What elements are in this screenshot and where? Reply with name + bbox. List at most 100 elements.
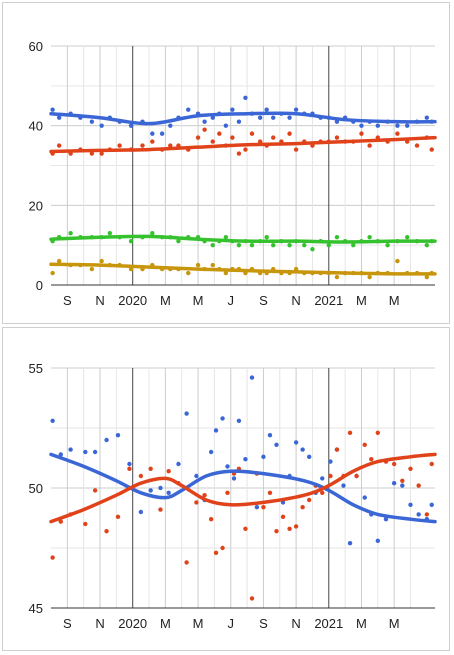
data-point (367, 274, 372, 280)
data-point (195, 135, 201, 140)
data-point (359, 123, 364, 128)
chart-bottom: 45 50 55 S N 2020 M M J S N 2021 M M (29, 361, 437, 631)
data-point (158, 507, 163, 512)
data-point (383, 517, 389, 522)
data-point (287, 115, 292, 120)
data-point (261, 454, 266, 459)
data-point (186, 270, 191, 276)
data-point (127, 461, 132, 467)
data-point (213, 550, 219, 555)
data-point (50, 270, 55, 276)
x-tick-label: 2021 (314, 616, 343, 631)
data-point (293, 107, 299, 112)
data-point (127, 466, 132, 471)
data-point (271, 115, 276, 120)
data-point (107, 231, 113, 236)
data-point (99, 151, 104, 156)
data-point (194, 500, 199, 505)
data-point (369, 457, 374, 462)
data-point (89, 119, 95, 124)
data-point (217, 131, 222, 136)
x-tick-label: J (227, 293, 234, 308)
data-point (429, 502, 434, 507)
data-point (429, 461, 434, 467)
trend-line (49, 452, 437, 524)
data-point (367, 143, 372, 148)
data-point (334, 135, 340, 140)
data-point (176, 238, 181, 244)
data-point (195, 262, 201, 268)
data-point (225, 464, 230, 469)
x-tick-label: M (389, 616, 400, 631)
x-tick-label: M (356, 293, 367, 308)
data-point (320, 476, 325, 481)
x-tick-label: 2021 (314, 293, 343, 308)
data-point (89, 151, 95, 156)
x-tick-label: N (291, 616, 300, 631)
data-point (223, 270, 229, 276)
data-point (168, 123, 173, 128)
y-tick-label: 55 (29, 361, 43, 376)
data-point (236, 242, 242, 248)
data-point (424, 512, 430, 517)
data-point (267, 490, 273, 495)
data-point (302, 242, 307, 248)
data-point (104, 529, 109, 534)
data-point (320, 490, 325, 495)
x-tick-label: J (227, 616, 234, 631)
data-point (225, 490, 230, 495)
data-point (408, 466, 413, 471)
data-point (249, 596, 255, 601)
data-point (351, 242, 356, 248)
data-point (375, 538, 381, 543)
data-point (280, 514, 286, 519)
data-point (128, 238, 134, 244)
data-point (391, 461, 397, 467)
data-point (347, 430, 353, 435)
data-point (220, 416, 225, 421)
trend-line (49, 111, 437, 126)
data-point (334, 447, 340, 452)
data-point (287, 526, 292, 531)
data-point (56, 115, 62, 120)
x-tick-label: N (95, 616, 104, 631)
data-point (424, 242, 430, 248)
data-point (300, 505, 305, 510)
data-point (359, 131, 364, 136)
data-point (58, 452, 64, 457)
data-point (68, 231, 73, 236)
data-point (424, 274, 430, 280)
data-point (50, 555, 55, 560)
trend-line (49, 234, 437, 244)
data-point (257, 115, 263, 120)
x-tick-label: S (259, 616, 268, 631)
x-tick-label: N (95, 293, 104, 308)
data-point (83, 521, 88, 527)
data-point (138, 509, 144, 515)
chart-top: 0 20 40 60 S N 2020 M M J S N 2021 M M (29, 39, 437, 308)
data-point (274, 529, 279, 534)
data-point (210, 242, 215, 248)
data-point (184, 560, 189, 565)
data-point (328, 459, 333, 464)
data-point (210, 115, 215, 120)
data-point (254, 505, 260, 510)
x-tick-label: M (389, 293, 400, 308)
data-point (208, 517, 214, 522)
data-point (334, 274, 340, 280)
data-point (287, 242, 292, 248)
data-point (400, 483, 405, 488)
data-point (243, 95, 248, 100)
data-point (184, 411, 189, 416)
data-point (138, 473, 144, 479)
data-point (306, 454, 312, 459)
data-point (150, 139, 155, 144)
chart-panel-bottom: 45 50 55 S N 2020 M M J S N 2021 M M (2, 327, 450, 651)
data-point (334, 235, 340, 240)
data-point (395, 123, 400, 128)
data-point (429, 147, 434, 152)
x-tick-label: 2020 (118, 616, 147, 631)
data-point (362, 495, 367, 500)
data-point (424, 115, 430, 120)
x-tick-label: M (160, 616, 171, 631)
